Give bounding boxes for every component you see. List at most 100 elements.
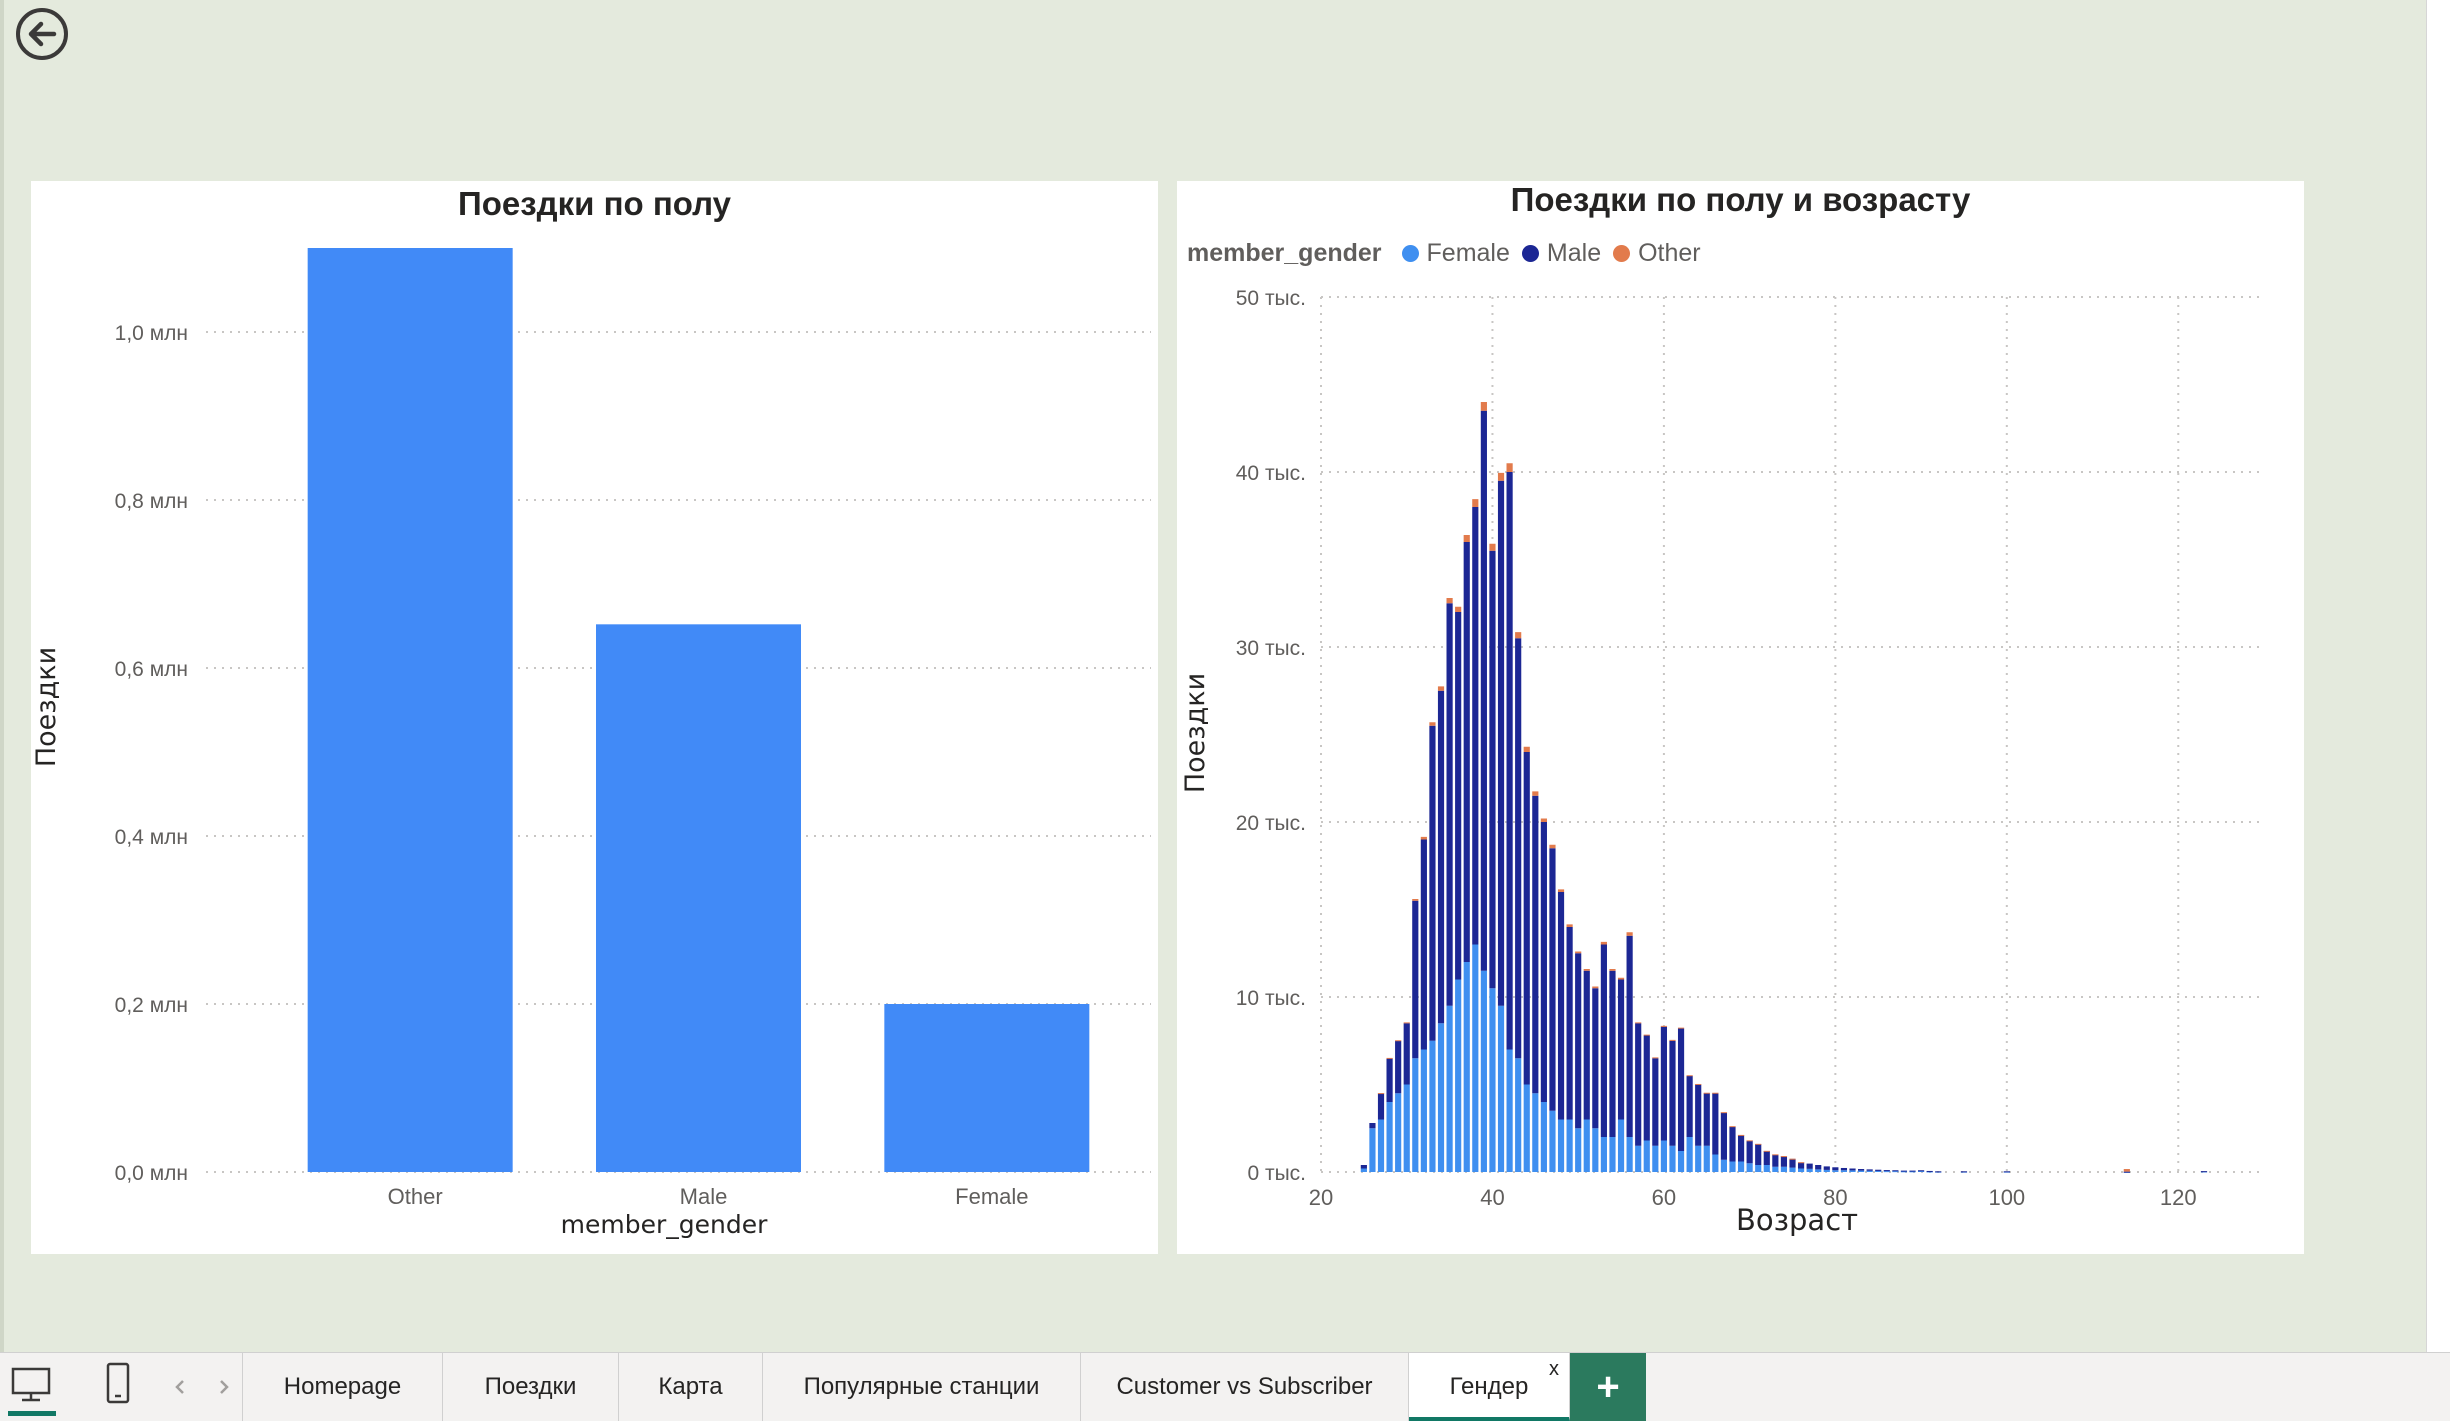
bar-segment-male-age-50[interactable] [1575, 953, 1582, 1129]
bar-segment-other-age-52[interactable] [1592, 986, 1599, 989]
bar-segment-male-age-77[interactable] [1806, 1163, 1813, 1169]
bar-segment-female-age-66[interactable] [1712, 1154, 1719, 1173]
bar-segment-female-age-54[interactable] [1609, 1137, 1616, 1172]
bar-segment-female-age-90[interactable] [1918, 1170, 1925, 1172]
right-scrollbar[interactable] [2426, 0, 2450, 1352]
bar-segment-other-age-51[interactable] [1583, 969, 1590, 971]
chevron-right-icon[interactable] [216, 1377, 232, 1397]
bar-segment-female-age-69[interactable] [1737, 1161, 1745, 1173]
bar-segment-male-age-37[interactable] [1463, 542, 1470, 962]
bar-segment-other-age-30[interactable] [1403, 1022, 1410, 1024]
bar-segment-male-age-39[interactable] [1480, 410, 1487, 971]
bar-segment-female-age-60[interactable] [1660, 1140, 1667, 1173]
bar-segment-male-age-123[interactable] [2200, 1171, 2208, 1173]
tab-homepage[interactable]: Homepage [243, 1353, 443, 1421]
bar-segment-male-age-25[interactable] [1360, 1165, 1367, 1169]
bar-segment-other-age-28[interactable] [1386, 1057, 1393, 1059]
bar-segment-female-age-37[interactable] [1463, 962, 1470, 1172]
bar-segment-other-age-65[interactable] [1703, 1092, 1710, 1094]
bar-segment-male-age-31[interactable] [1412, 900, 1419, 1059]
bar-segment-male-age-38[interactable] [1472, 507, 1479, 945]
bar-segment-male-age-59[interactable] [1652, 1058, 1659, 1146]
tab-customer-vs-subscriber[interactable]: Customer vs Subscriber [1081, 1353, 1409, 1421]
bar-segment-male-age-80[interactable] [1832, 1167, 1839, 1171]
bar-segment-female-age-46[interactable] [1540, 1102, 1547, 1172]
bar-segment-other-age-64[interactable] [1695, 1083, 1702, 1085]
bar-segment-other-age-39[interactable] [1480, 402, 1487, 411]
bar-segment-female-age-38[interactable] [1472, 944, 1479, 1173]
bar-segment-female-age-87[interactable] [1892, 1171, 1899, 1173]
bar-segment-other-age-44[interactable] [1523, 746, 1530, 752]
bar-segment-male-age-114[interactable] [2123, 1171, 2130, 1173]
bar-segment-other-age-71[interactable] [1755, 1143, 1762, 1145]
bar-segment-female-age-55[interactable] [1617, 1119, 1625, 1173]
bar-segment-male-age-90[interactable] [1918, 1170, 1925, 1172]
bar-segment-male-age-45[interactable] [1532, 795, 1539, 1094]
close-tab-icon[interactable]: x [1549, 1358, 1559, 1380]
bar-segment-female-age-35[interactable] [1446, 1005, 1453, 1172]
bar-segment-other-age-43[interactable] [1515, 632, 1522, 639]
desktop-view-icon[interactable] [10, 1365, 52, 1405]
bar-segment-other-age-27[interactable] [1377, 1093, 1385, 1095]
bar-segment-male-age-55[interactable] [1617, 979, 1625, 1120]
bar-segment-other-age-49[interactable] [1566, 924, 1573, 927]
bar-segment-female-age-85[interactable] [1875, 1170, 1882, 1172]
bar-segment-male-age-53[interactable] [1600, 944, 1607, 1138]
bar-segment-male-age-57[interactable] [1635, 1023, 1642, 1146]
bar-segment-male-age-83[interactable] [1857, 1169, 1865, 1171]
bar-segment-female-age-65[interactable] [1703, 1145, 1710, 1172]
bar-segment-male-age-88[interactable] [1900, 1170, 1908, 1172]
bar-segment-male-age-47[interactable] [1549, 848, 1556, 1111]
bar-segment-male-age-72[interactable] [1763, 1151, 1770, 1165]
bar-segment-female-age-32[interactable] [1420, 1049, 1427, 1173]
bar-segment-female-age-86[interactable] [1883, 1171, 1890, 1173]
bar-segment-female-age-71[interactable] [1755, 1165, 1762, 1172]
bar-female[interactable] [884, 1004, 1090, 1172]
bar-segment-male-age-51[interactable] [1583, 970, 1590, 1120]
tab-gender[interactable]: Гендер x [1409, 1353, 1570, 1421]
bar-segment-male-age-68[interactable] [1729, 1126, 1736, 1162]
chart-legend[interactable]: member_gender Female Male Other [1187, 239, 1701, 268]
bar-segment-female-age-59[interactable] [1652, 1145, 1659, 1172]
bar-segment-other-age-32[interactable] [1420, 836, 1427, 840]
bar-segment-female-age-77[interactable] [1806, 1168, 1813, 1172]
legend-label-other[interactable]: Other [1638, 239, 1701, 267]
bar-segment-male-age-70[interactable] [1746, 1140, 1753, 1164]
bar-segment-female-age-33[interactable] [1429, 1040, 1436, 1172]
bar-segment-male-age-43[interactable] [1515, 638, 1522, 1059]
bar-segment-female-age-42[interactable] [1506, 1049, 1513, 1173]
bar-segment-female-age-82[interactable] [1849, 1170, 1856, 1172]
bar-segment-female-age-91[interactable] [1926, 1171, 1933, 1173]
bar-segment-female-age-56[interactable] [1626, 1137, 1633, 1172]
bar-segment-other-age-35[interactable] [1446, 598, 1453, 604]
bar-segment-male-age-58[interactable] [1643, 1035, 1650, 1141]
bar-segment-female-age-30[interactable] [1403, 1084, 1410, 1173]
bar-segment-male-age-36[interactable] [1455, 612, 1462, 980]
bar-segment-male-age-52[interactable] [1592, 988, 1599, 1129]
bar-segment-other-age-62[interactable] [1677, 1027, 1685, 1029]
bar-segment-male-age-29[interactable] [1395, 1040, 1402, 1094]
bar-segment-male-age-95[interactable] [1960, 1171, 1968, 1173]
bar-segment-female-age-49[interactable] [1566, 1119, 1573, 1173]
bar-segment-other-age-33[interactable] [1429, 722, 1436, 726]
bar-segment-female-age-64[interactable] [1695, 1145, 1702, 1172]
bar-segment-female-age-29[interactable] [1395, 1093, 1402, 1172]
bar-segment-female-age-68[interactable] [1729, 1161, 1736, 1173]
bar-segment-female-age-70[interactable] [1746, 1163, 1753, 1172]
bar-segment-male-age-42[interactable] [1506, 472, 1513, 1050]
bar-segment-male-age-26[interactable] [1369, 1123, 1376, 1129]
bar-segment-female-age-36[interactable] [1455, 979, 1462, 1173]
bar-segment-male-age-69[interactable] [1737, 1135, 1745, 1162]
tab-map[interactable]: Карта [619, 1353, 763, 1421]
bar-segment-male-age-56[interactable] [1626, 935, 1633, 1137]
bar-segment-other-age-37[interactable] [1463, 535, 1470, 542]
bar-segment-male-age-64[interactable] [1695, 1084, 1702, 1146]
bar-segment-other-age-38[interactable] [1472, 499, 1479, 507]
bar-segment-female-age-88[interactable] [1900, 1171, 1908, 1173]
bar-segment-female-age-83[interactable] [1857, 1170, 1865, 1172]
bar-segment-other-age-67[interactable] [1720, 1112, 1728, 1114]
bar-segment-male-age-41[interactable] [1497, 480, 1505, 1006]
legend-label-male[interactable]: Male [1546, 239, 1602, 267]
bar-segment-female-age-53[interactable] [1600, 1137, 1607, 1172]
bar-segment-other-age-47[interactable] [1549, 844, 1556, 849]
